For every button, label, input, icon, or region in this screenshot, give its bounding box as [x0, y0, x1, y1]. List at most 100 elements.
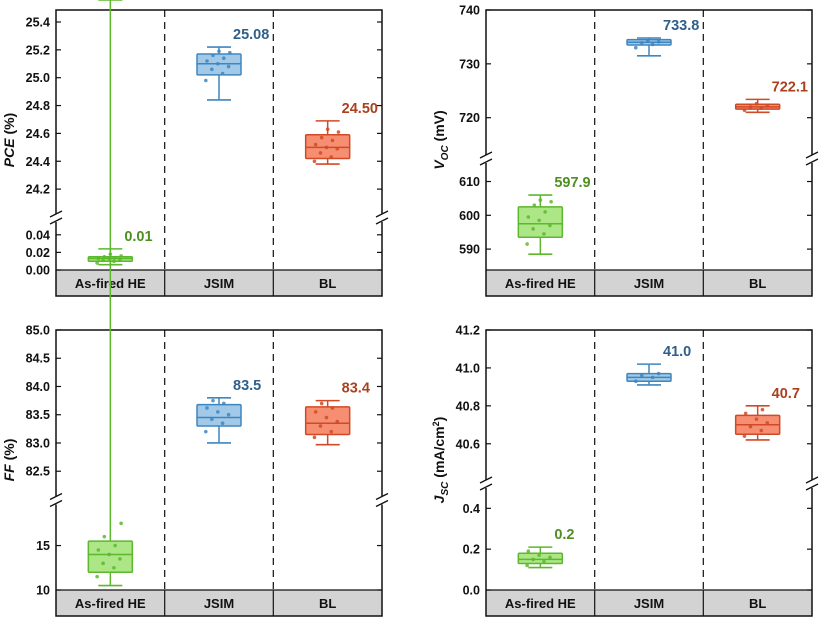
y-tick-label: 730 [459, 57, 480, 71]
box-iqr [517, 552, 564, 565]
category-label: JSIM [204, 596, 234, 611]
category-label: JSIM [634, 276, 664, 291]
data-point [548, 555, 552, 560]
category-label: BL [749, 276, 766, 291]
y-tick-label: 24.2 [26, 183, 50, 197]
data-point [96, 256, 101, 261]
chart-panel-3: As-fired HE JSIM BL 10 15 82.5 83.0 83.5 84.0 84.… [1, 0, 389, 617]
data-point [640, 41, 644, 45]
box-as-fired-he: 0.01 [87, 229, 153, 266]
data-point [765, 104, 770, 108]
data-point [101, 258, 105, 263]
plot-frame [485, 329, 813, 617]
y-tick-label: 85.0 [26, 324, 50, 338]
plot-frame [55, 329, 383, 617]
axis-break-mark [375, 499, 389, 508]
data-point [537, 553, 541, 558]
data-point [96, 548, 101, 552]
data-point [532, 203, 537, 207]
y-tick-label: 10 [36, 584, 50, 598]
axis-break-mark [49, 210, 63, 218]
data-point [113, 543, 117, 548]
data-point [220, 71, 225, 76]
data-point [226, 412, 231, 417]
axis-break-mark [479, 483, 493, 491]
data-point [748, 424, 753, 429]
y-tick-label: 24.4 [26, 155, 50, 169]
data-point [228, 50, 232, 55]
data-point [222, 401, 226, 406]
data-point [118, 557, 122, 561]
axis-break-mark [375, 492, 389, 501]
data-point [748, 105, 753, 109]
data-point [330, 138, 335, 143]
data-point [119, 254, 123, 258]
axis-break-mark [49, 492, 63, 501]
data-point [222, 56, 226, 61]
value-annotation: 83.4 [342, 381, 370, 397]
box-jsim: 83.5 [196, 378, 261, 444]
data-point [759, 106, 764, 110]
box-jsim: 41.0 [626, 344, 691, 386]
data-point [226, 64, 231, 69]
box-bl: 24.50 [304, 101, 378, 165]
data-point [656, 39, 661, 44]
y-tick-label: 40.6 [456, 437, 480, 451]
axis-break-mark [479, 151, 493, 159]
y-axis-label: PCE (%) [1, 113, 17, 167]
axis-break-gap [480, 480, 492, 488]
plot-frame [55, 9, 383, 297]
data-point [318, 424, 323, 428]
value-annotation: 0.2 [554, 527, 574, 543]
data-point [112, 565, 116, 570]
y-tick-label: 720 [459, 111, 480, 125]
y-tick-label: 24.8 [26, 99, 50, 113]
data-point [312, 159, 317, 164]
data-point [742, 434, 747, 438]
data-point [754, 417, 759, 421]
axis-break-mark [375, 210, 389, 218]
data-point [335, 146, 340, 151]
axis-break-mark [479, 476, 493, 484]
axis-break-gap [480, 155, 492, 163]
y-tick-label: 0.00 [26, 264, 50, 278]
data-point [525, 242, 529, 246]
axis-break-mark [49, 499, 63, 508]
value-annotation: 722.1 [772, 79, 808, 95]
data-point [313, 410, 318, 414]
value-annotation: 733.8 [663, 18, 699, 34]
data-point [531, 557, 535, 562]
data-point [204, 78, 208, 83]
category-label: JSIM [634, 596, 664, 611]
axis-break-gap [806, 480, 818, 488]
chart-panel-2: As-fired HE JSIM BL 590 600 610 720 730 740 VOC (… [431, 4, 819, 297]
data-point [335, 419, 340, 424]
box-jsim: 25.08 [196, 27, 269, 101]
y-tick-label: 740 [459, 4, 480, 18]
data-point [210, 417, 214, 422]
data-point [336, 130, 341, 134]
data-point [101, 561, 105, 566]
value-annotation: 40.7 [772, 386, 800, 402]
data-point [313, 142, 318, 147]
box-as-fired-he: 597.9 [517, 175, 591, 255]
y-tick-label: 82.5 [26, 465, 50, 479]
data-point [765, 421, 770, 425]
data-point [537, 218, 541, 223]
value-annotation: 41.0 [663, 344, 691, 360]
data-point [216, 61, 220, 66]
chart-panel-1: As-fired HE JSIM BL0.000.020.0424.224.424.… [1, 9, 389, 297]
data-point [112, 259, 116, 264]
data-point [542, 232, 546, 236]
data-point [531, 227, 535, 231]
box-bl: 83.4 [304, 381, 370, 446]
value-annotation: 24.50 [342, 101, 378, 117]
data-point [324, 415, 329, 420]
data-point [650, 42, 655, 47]
category-label: As-fired HE [75, 596, 146, 611]
data-point [542, 559, 546, 564]
y-tick-label: 40.8 [456, 399, 480, 413]
y-tick-label: 25.4 [26, 16, 50, 30]
y-tick-label: 590 [459, 243, 480, 257]
